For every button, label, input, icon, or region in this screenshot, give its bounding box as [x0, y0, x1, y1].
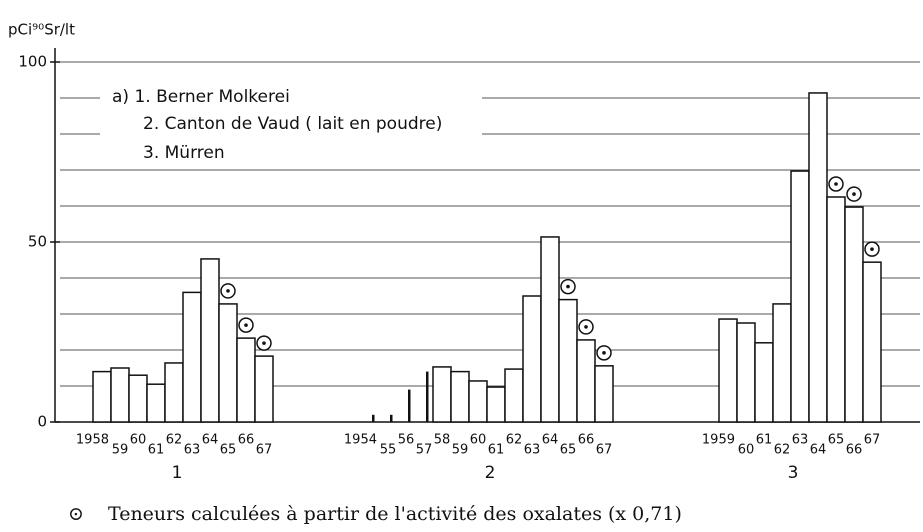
oxalate-marker-dot [852, 192, 856, 196]
legend-entry: a) 1. Berner Molkerei [112, 87, 290, 107]
bar [390, 414, 393, 422]
oxalate-marker-dot [262, 341, 266, 345]
bar [558, 298, 578, 423]
bar [426, 371, 429, 422]
footnote: Teneurs calculées à partir de l'activité… [108, 503, 682, 525]
bar [862, 261, 882, 423]
bar [372, 414, 375, 422]
x-tick-label: 64 [810, 443, 827, 458]
x-tick-label: 64 [202, 433, 219, 448]
bar [736, 322, 756, 423]
x-tick-label: 67 [596, 443, 613, 458]
oxalate-marker-dot [602, 351, 606, 355]
bar [92, 370, 112, 423]
x-tick-label: 65 [828, 433, 845, 448]
oxalate-marker-dot [244, 323, 248, 327]
x-tick-label: 1954 [344, 433, 377, 448]
oxalate-marker-dot [226, 289, 230, 293]
bar [164, 362, 184, 423]
bar [772, 303, 792, 423]
x-tick-label: 66 [846, 443, 863, 458]
bar [754, 342, 774, 423]
oxalate-marker-dot [834, 182, 838, 186]
y-tick-label: 50 [28, 233, 47, 251]
x-tick-label: 57 [416, 443, 433, 458]
x-tick-label: 61 [488, 443, 505, 458]
bar [110, 367, 130, 423]
y-axis-label: pCi⁹⁰Sr/lt [8, 21, 75, 39]
x-tick-label: 67 [864, 433, 881, 448]
x-tick-label: 66 [578, 433, 595, 448]
x-tick-label: 59 [452, 443, 469, 458]
legend-entry: 3. Mürren [143, 143, 225, 163]
footnote-symbol: ⊙ [68, 503, 84, 525]
x-tick-label: 63 [524, 443, 541, 458]
legend-background [100, 80, 482, 168]
bar [236, 337, 256, 423]
x-tick-label: 61 [148, 443, 165, 458]
bar [576, 339, 596, 423]
bar [218, 303, 238, 423]
x-tick-label: 65 [220, 443, 237, 458]
bar [594, 365, 614, 423]
y-tick-label: 0 [37, 413, 47, 431]
x-tick-label: 58 [434, 433, 451, 448]
y-tick-label: 100 [18, 53, 47, 71]
bar [128, 374, 148, 423]
x-tick-label: 56 [398, 433, 415, 448]
bar [254, 355, 274, 423]
x-tick-label: 60 [738, 443, 755, 458]
bar [504, 368, 524, 423]
x-tick-label: 62 [506, 433, 523, 448]
oxalate-marker-dot [566, 284, 570, 289]
group-label: 3 [788, 463, 799, 483]
bar [432, 366, 452, 423]
x-tick-label: 67 [256, 443, 273, 458]
bar [450, 370, 470, 423]
bar [790, 170, 810, 423]
oxalate-marker-dot [584, 325, 588, 329]
bar [522, 295, 542, 423]
x-tick-label: 1959 [702, 433, 735, 448]
legend-entry: 2. Canton de Vaud ( lait en poudre) [143, 114, 442, 134]
bar [182, 291, 202, 423]
bar [486, 386, 506, 423]
x-tick-label: 63 [792, 433, 809, 448]
x-tick-label: 59 [112, 443, 129, 458]
bar [808, 92, 828, 423]
x-tick-label: 60 [470, 433, 487, 448]
bar [540, 236, 560, 423]
bar [844, 206, 864, 423]
bar [718, 318, 738, 423]
x-tick-label: 55 [380, 443, 397, 458]
x-tick-label: 60 [130, 433, 147, 448]
group-label: 2 [485, 463, 496, 483]
x-tick-label: 1958 [76, 433, 109, 448]
x-tick-label: 62 [166, 433, 183, 448]
x-tick-label: 61 [756, 433, 773, 448]
x-tick-label: 64 [542, 433, 559, 448]
bar [200, 258, 220, 423]
oxalate-marker-dot [870, 247, 874, 251]
bar [146, 383, 166, 423]
bar [468, 380, 488, 423]
bar [826, 196, 846, 423]
group-label: 1 [172, 463, 183, 483]
bar [408, 389, 411, 422]
x-tick-label: 62 [774, 443, 791, 458]
x-tick-label: 63 [184, 443, 201, 458]
x-tick-label: 66 [238, 433, 255, 448]
x-tick-label: 65 [560, 443, 577, 458]
